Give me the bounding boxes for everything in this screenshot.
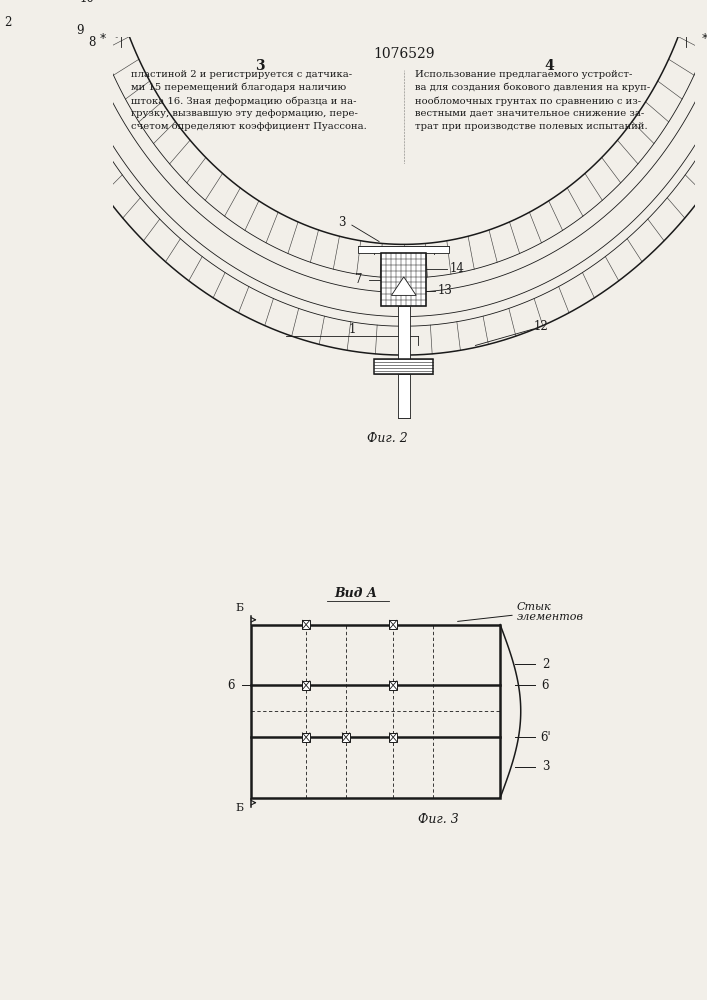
Text: Фиг. 2: Фиг. 2: [367, 432, 408, 445]
Bar: [303, 681, 310, 690]
Text: 1076529: 1076529: [373, 47, 435, 61]
Polygon shape: [392, 277, 416, 295]
Text: 3: 3: [255, 59, 264, 73]
Text: элементов: элементов: [517, 612, 583, 622]
Text: 6: 6: [227, 679, 235, 692]
Text: 3: 3: [542, 760, 549, 773]
Text: пластиной 2 и регистрируется с датчика-
ми 15 перемещений благодаря наличию
шток: пластиной 2 и регистрируется с датчика- …: [131, 70, 367, 131]
Text: 9: 9: [76, 24, 84, 37]
Text: 13: 13: [438, 284, 452, 297]
Text: 14: 14: [450, 262, 464, 275]
Text: 6': 6': [540, 731, 551, 744]
Text: 7: 7: [355, 273, 362, 286]
Text: *: *: [100, 32, 106, 45]
Text: Использование предлагаемого устройст-
ва для создания бокового давления на круп-: Использование предлагаемого устройст- ва…: [415, 70, 650, 131]
Bar: [390, 620, 397, 629]
Text: 1: 1: [348, 323, 356, 336]
Bar: [390, 681, 397, 690]
Bar: [303, 733, 310, 742]
Text: 10: 10: [79, 0, 94, 5]
Text: Б: Б: [236, 803, 244, 813]
Bar: [381, 253, 426, 306]
Text: 6: 6: [542, 679, 549, 692]
Bar: [358, 246, 449, 253]
Text: 3: 3: [338, 216, 346, 229]
Bar: [252, 625, 500, 798]
Text: 12: 12: [534, 320, 549, 333]
Text: Б: Б: [236, 603, 244, 613]
Text: Вид А: Вид А: [334, 587, 378, 600]
Text: Фиг. 3: Фиг. 3: [418, 813, 459, 826]
Text: 2: 2: [4, 16, 11, 29]
Text: 8: 8: [89, 36, 96, 49]
Text: *: *: [701, 32, 707, 45]
Bar: [342, 733, 350, 742]
Text: 2: 2: [542, 658, 549, 671]
Bar: [303, 620, 310, 629]
Bar: [398, 306, 409, 359]
Bar: [374, 359, 433, 374]
Bar: [398, 374, 409, 418]
Text: 4: 4: [544, 59, 554, 73]
Bar: [390, 733, 397, 742]
Text: Стык: Стык: [517, 602, 551, 612]
